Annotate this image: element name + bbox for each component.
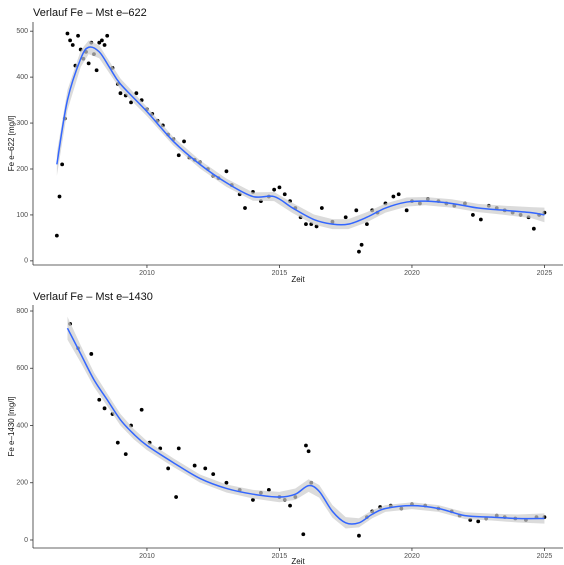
data-point bbox=[357, 533, 361, 538]
y-axis-title: Fe e–1430 [mg/l] bbox=[7, 396, 16, 456]
data-point bbox=[118, 91, 123, 96]
data-point bbox=[471, 213, 475, 217]
y-tick-label: 200 bbox=[16, 166, 28, 173]
data-point bbox=[176, 446, 181, 451]
data-point bbox=[365, 222, 369, 227]
confidence-band bbox=[67, 316, 545, 529]
data-point bbox=[57, 194, 62, 199]
data-point bbox=[272, 187, 277, 192]
y-tick-label: 400 bbox=[16, 74, 28, 81]
data-point bbox=[277, 185, 282, 190]
data-point bbox=[102, 43, 107, 47]
y-tick-label: 100 bbox=[16, 212, 28, 219]
x-axis-title: Zeit bbox=[291, 557, 305, 565]
data-point bbox=[70, 43, 75, 47]
smooth-line bbox=[66, 327, 545, 525]
data-point bbox=[105, 33, 110, 38]
data-point bbox=[203, 466, 208, 471]
y-tick-label: 800 bbox=[16, 308, 28, 315]
data-point bbox=[94, 68, 99, 73]
y-axis-title: Fe e–622 [mg/l] bbox=[7, 116, 16, 172]
data-point bbox=[76, 33, 80, 38]
data-point bbox=[319, 206, 324, 210]
data-point bbox=[176, 153, 181, 158]
y-tick-label: 0 bbox=[24, 537, 28, 544]
x-tick-label: 2015 bbox=[272, 270, 288, 277]
data-point bbox=[531, 226, 536, 231]
data-point bbox=[304, 443, 308, 448]
data-point bbox=[396, 192, 401, 197]
data-point bbox=[192, 463, 197, 468]
data-point bbox=[304, 222, 308, 227]
data-point bbox=[166, 466, 171, 471]
data-point bbox=[288, 503, 292, 508]
data-point bbox=[266, 487, 271, 492]
data-point bbox=[123, 452, 128, 457]
data-point bbox=[182, 139, 186, 144]
data-point bbox=[60, 162, 65, 167]
y-tick-label: 600 bbox=[16, 365, 28, 372]
data-point bbox=[115, 440, 120, 445]
data-point bbox=[86, 61, 91, 66]
data-point bbox=[174, 495, 179, 499]
data-point bbox=[224, 169, 229, 174]
x-tick-label: 2025 bbox=[537, 270, 553, 277]
data-point bbox=[357, 249, 361, 254]
data-point bbox=[65, 31, 70, 36]
data-point bbox=[306, 449, 311, 454]
data-point bbox=[354, 208, 359, 213]
x-tick-label: 2025 bbox=[537, 553, 553, 560]
smooth-line bbox=[56, 46, 545, 226]
data-point bbox=[97, 40, 102, 45]
data-point bbox=[54, 233, 59, 238]
x-tick-label: 2010 bbox=[139, 553, 155, 560]
data-point bbox=[251, 498, 255, 502]
data-point bbox=[404, 208, 409, 213]
y-tick-label: 400 bbox=[16, 422, 28, 429]
data-point bbox=[282, 192, 287, 197]
x-axis-title: Zeit bbox=[291, 275, 305, 284]
data-point bbox=[97, 397, 102, 402]
data-point bbox=[243, 206, 247, 210]
data-point bbox=[102, 406, 107, 411]
data-point bbox=[359, 242, 364, 247]
data-point bbox=[224, 480, 229, 485]
x-tick-label: 2020 bbox=[404, 553, 420, 560]
x-tick-label: 2010 bbox=[139, 270, 155, 277]
data-point bbox=[89, 352, 94, 356]
data-point bbox=[100, 38, 104, 43]
chart-title: Verlauf Fe – Mst e–1430 bbox=[33, 291, 153, 303]
data-point bbox=[391, 194, 396, 199]
data-point bbox=[343, 215, 348, 220]
data-point bbox=[301, 532, 306, 537]
x-tick-label: 2015 bbox=[272, 553, 288, 560]
data-point bbox=[476, 519, 481, 524]
y-tick-label: 300 bbox=[16, 120, 28, 127]
chart-title: Verlauf Fe – Mst e–622 bbox=[33, 7, 147, 19]
confidence-band bbox=[56, 40, 545, 230]
x-tick-label: 2020 bbox=[404, 270, 420, 277]
data-point bbox=[68, 38, 72, 43]
data-point bbox=[211, 472, 216, 477]
y-tick-label: 500 bbox=[16, 28, 28, 35]
y-tick-label: 200 bbox=[16, 480, 28, 487]
data-point bbox=[139, 407, 144, 412]
data-point bbox=[129, 100, 133, 105]
data-point bbox=[478, 217, 483, 222]
data-point bbox=[134, 91, 139, 96]
y-tick-label: 0 bbox=[24, 258, 28, 265]
